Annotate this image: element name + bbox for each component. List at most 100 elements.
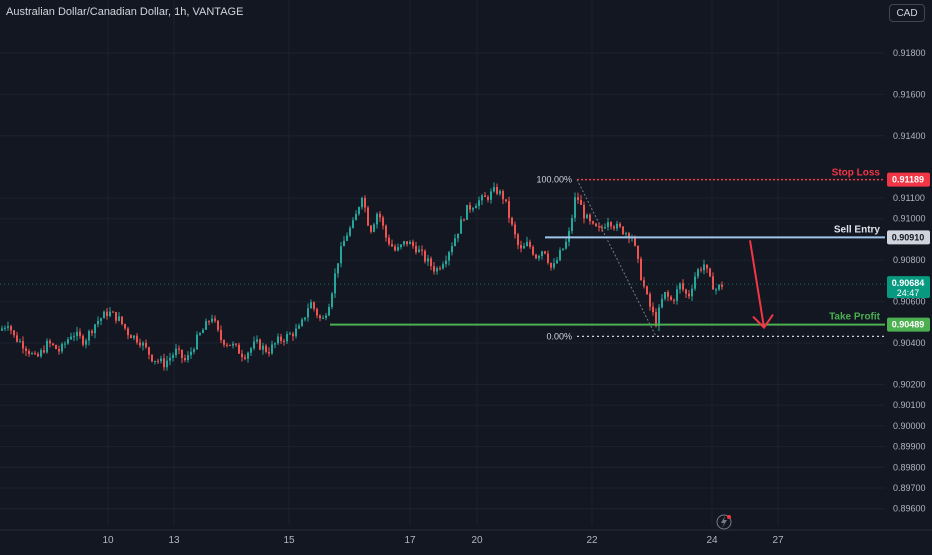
candle-body (328, 306, 330, 316)
candle-body (154, 360, 156, 362)
current-price-label: 0.90684 (892, 278, 925, 288)
candle-body (142, 342, 144, 346)
candle-body (172, 355, 174, 358)
candle-body (109, 311, 111, 317)
candle-body (712, 276, 714, 290)
currency-button[interactable]: CAD (889, 4, 925, 22)
candle-body (556, 260, 558, 264)
candle-body (340, 246, 342, 264)
candle-body (79, 331, 81, 336)
candle-body (421, 249, 423, 251)
candle-body (529, 241, 531, 247)
price-axis[interactable]: 0.91800 0.91600 0.91400 0.91100 0.91000 0.908… (887, 48, 930, 514)
candle-body (271, 344, 273, 354)
candle-body (385, 225, 387, 238)
price-tick-label: 0.91800 (893, 48, 926, 58)
candle-body (115, 311, 117, 321)
candle-body (241, 353, 243, 358)
candle-body (259, 339, 261, 350)
candle-body (232, 343, 234, 346)
take-profit-tag (887, 317, 930, 332)
candle-body (424, 250, 426, 262)
candle-body (85, 340, 87, 345)
candle-body (202, 329, 204, 334)
candle-body (94, 324, 96, 334)
candle-body (448, 252, 450, 261)
candle-body (520, 245, 522, 249)
candle-body (700, 269, 702, 271)
candle-body (673, 299, 675, 301)
candle-body (454, 238, 456, 246)
time-tick-label: 17 (404, 535, 416, 546)
candle-body (643, 280, 645, 287)
price-tick-label: 0.89600 (893, 504, 926, 514)
price-tick-label: 0.89700 (893, 483, 926, 493)
lightning-icon[interactable] (716, 514, 732, 530)
candle-body (472, 208, 474, 210)
candle-body (409, 241, 411, 245)
candle-body (370, 225, 372, 232)
candle-body (40, 350, 42, 357)
candle-body (682, 283, 684, 290)
candle-body (610, 222, 612, 227)
candle-body (343, 240, 345, 247)
candle-body (469, 204, 471, 210)
candle-body (244, 357, 246, 359)
candle-body (502, 191, 504, 200)
candle-body (382, 217, 384, 226)
candle-body (544, 251, 546, 254)
candle-body (19, 341, 21, 343)
fib-100-label: 100.00% (536, 175, 572, 185)
candle-body (124, 323, 126, 329)
candle-body (268, 351, 270, 354)
time-axis[interactable]: 10 13 15 17 20 22 24 27 (0, 514, 932, 546)
candle-body (277, 336, 279, 344)
candle-body (640, 258, 642, 281)
candle-body (511, 217, 513, 225)
price-tick-label: 0.90200 (893, 379, 926, 389)
candle-body (226, 344, 228, 346)
candle-body (625, 233, 627, 235)
candle-body (235, 343, 237, 345)
candle-body (169, 357, 171, 361)
candle-body (130, 335, 132, 339)
candle-body (61, 343, 63, 352)
candle-body (634, 236, 636, 246)
price-tick-label: 0.89800 (893, 462, 926, 472)
candle-body (250, 348, 252, 353)
candle-body (481, 195, 483, 201)
candle-body (214, 318, 216, 321)
candle-body (1, 328, 3, 331)
candle-body (376, 213, 378, 225)
time-tick-label: 13 (168, 535, 180, 546)
take-profit-tag-label: 0.90489 (892, 320, 925, 330)
candle-body (628, 233, 630, 239)
price-tick-label: 0.90000 (893, 421, 926, 431)
time-tick-label: 24 (706, 535, 718, 546)
candle-body (415, 245, 417, 253)
chart-title: Australian Dollar/Canadian Dollar, 1h, V… (6, 6, 244, 18)
candle-body (16, 335, 18, 342)
notification-dot (727, 515, 731, 519)
candle-body (310, 302, 312, 309)
candle-body (430, 258, 432, 267)
candle-body (13, 330, 15, 336)
candle-body (58, 348, 60, 352)
candle-body (355, 213, 357, 221)
candle-body (280, 336, 282, 341)
candle-body (496, 187, 498, 194)
sell-entry-tag-label: 0.90910 (892, 232, 925, 242)
candle-body (604, 227, 606, 229)
price-tick-label: 0.89900 (893, 442, 926, 452)
candle-body (208, 321, 210, 323)
candle-body (457, 233, 459, 239)
candle-body (295, 328, 297, 337)
candle-body (595, 223, 597, 227)
candle-body (10, 326, 12, 331)
candle-body (82, 335, 84, 345)
candle-body (706, 264, 708, 269)
candle-body (91, 330, 93, 334)
down-arrow-head (752, 313, 774, 330)
